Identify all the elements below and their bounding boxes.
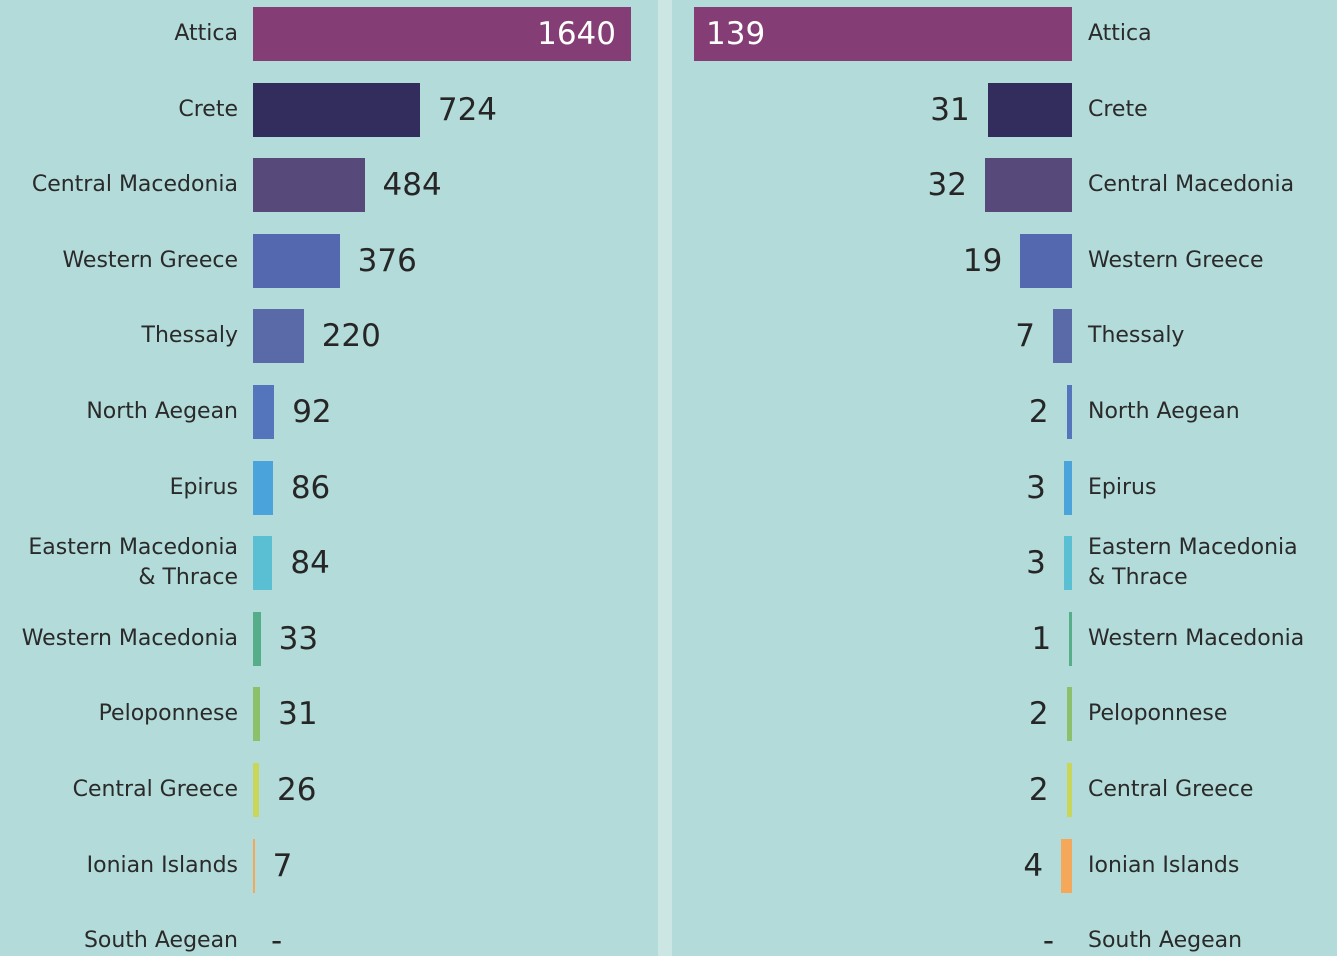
value-label: 84 xyxy=(290,545,330,582)
bar xyxy=(253,385,275,439)
value-label: 139 xyxy=(706,16,766,52)
bar xyxy=(253,536,273,591)
bar xyxy=(253,763,259,817)
value-label: 92 xyxy=(292,394,332,430)
category-label: South Aegean xyxy=(83,928,238,954)
value-label: 1640 xyxy=(537,16,616,52)
bar xyxy=(1066,687,1072,742)
value-label: 376 xyxy=(357,242,417,279)
category-label: South Aegean xyxy=(1088,928,1243,954)
bar xyxy=(253,7,631,61)
bar xyxy=(1061,838,1072,893)
value-label: 7 xyxy=(272,847,293,884)
value-label: - xyxy=(1042,923,1054,956)
category-label: Epirus xyxy=(1088,474,1157,500)
category-label: Western Greece xyxy=(62,247,238,273)
value-label: 86 xyxy=(290,469,331,506)
category-label: Epirus xyxy=(169,474,238,500)
bar xyxy=(694,7,1072,61)
value-label: 33 xyxy=(278,620,319,657)
category-label: Attica xyxy=(1088,21,1152,46)
value-label: 2 xyxy=(1028,772,1049,808)
value-label: 31 xyxy=(930,91,970,128)
value-label: - xyxy=(271,923,283,956)
value-label: 7 xyxy=(1015,318,1035,355)
bar xyxy=(253,233,340,288)
category-label: Central Greece xyxy=(72,777,238,802)
category-label: Crete xyxy=(178,96,238,122)
bar xyxy=(1063,536,1072,591)
value-label: 2 xyxy=(1028,696,1049,733)
value-label: 2 xyxy=(1028,394,1049,430)
category-label: Eastern Macedonia & Thrace xyxy=(28,535,238,591)
category-label: Thessaly xyxy=(1088,323,1185,349)
category-label: North Aegean xyxy=(1088,399,1240,424)
bar xyxy=(984,158,1072,213)
value-label: 220 xyxy=(321,318,381,355)
bar xyxy=(1052,309,1072,364)
value-label: 1 xyxy=(1031,620,1052,657)
bar xyxy=(253,611,261,666)
bar xyxy=(1066,385,1072,439)
value-label: 26 xyxy=(276,772,317,808)
value-label: 4 xyxy=(1023,847,1044,884)
value-label: 32 xyxy=(927,167,967,204)
category-label: Central Macedonia xyxy=(1088,172,1295,198)
category-label: Peloponnese xyxy=(98,701,238,727)
bar xyxy=(987,82,1072,137)
bar xyxy=(1020,233,1072,288)
bar xyxy=(1069,611,1072,666)
category-label: Crete xyxy=(1088,96,1148,122)
value-label: 3 xyxy=(1026,469,1046,506)
value-label: 31 xyxy=(278,696,318,733)
bar xyxy=(253,460,273,515)
value-label: 3 xyxy=(1026,545,1046,582)
category-label: Ionian Islands xyxy=(1088,852,1240,878)
category-label: Central Greece xyxy=(1088,777,1254,802)
category-label: North Aegean xyxy=(86,399,238,424)
category-label: Peloponnese xyxy=(1088,701,1228,727)
bar xyxy=(253,309,304,364)
category-label: Thessaly xyxy=(141,323,238,349)
category-label: Western Macedonia xyxy=(1088,625,1305,651)
category-label: Attica xyxy=(174,21,238,46)
value-label: 19 xyxy=(962,242,1003,279)
bar xyxy=(253,838,255,893)
category-label: Central Macedonia xyxy=(31,172,238,198)
value-label: 484 xyxy=(382,167,442,204)
category-label: Eastern Macedonia & Thrace xyxy=(1088,535,1298,591)
bar xyxy=(253,158,365,213)
bar xyxy=(253,82,420,137)
bar xyxy=(253,687,261,742)
bar xyxy=(1066,763,1072,817)
value-label: 724 xyxy=(437,91,498,128)
category-label: Ionian Islands xyxy=(86,852,238,878)
category-label: Western Greece xyxy=(1088,247,1264,273)
bar xyxy=(1063,460,1072,515)
divider xyxy=(658,0,672,956)
category-label: Western Macedonia xyxy=(21,625,238,651)
